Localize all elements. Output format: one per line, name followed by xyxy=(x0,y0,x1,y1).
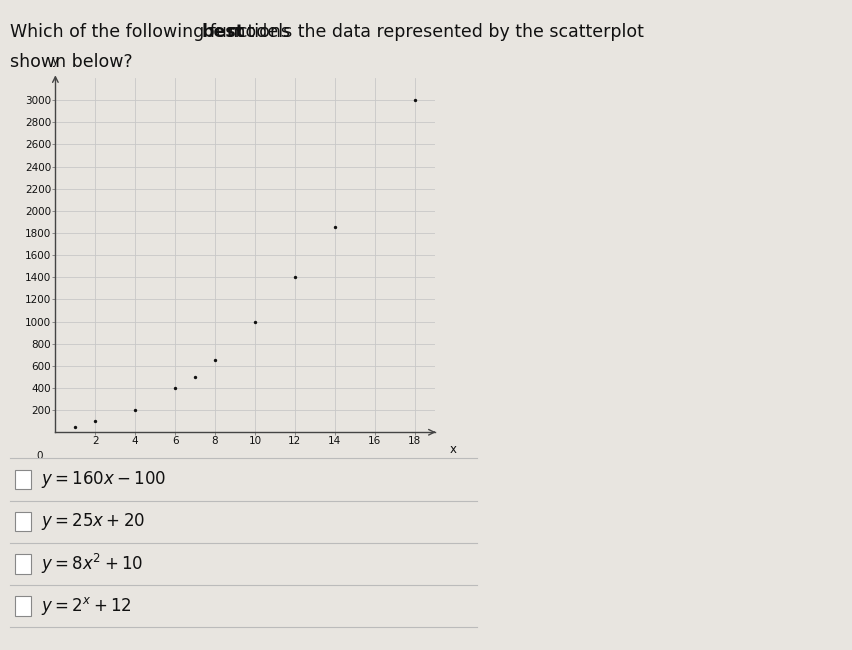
Text: Which of the following functions: Which of the following functions xyxy=(10,23,296,41)
Point xyxy=(408,95,422,105)
Point xyxy=(68,421,82,432)
Point xyxy=(169,383,182,393)
Text: x: x xyxy=(450,443,457,456)
Text: $y = 25x + 20$: $y = 25x + 20$ xyxy=(41,511,145,532)
Point xyxy=(89,416,102,426)
Text: $y = 8x^2 + 10$: $y = 8x^2 + 10$ xyxy=(41,552,143,576)
Text: $y = 2^x + 12$: $y = 2^x + 12$ xyxy=(41,595,132,617)
Text: best: best xyxy=(201,23,245,41)
Point xyxy=(188,372,202,382)
Text: shown below?: shown below? xyxy=(10,53,133,72)
Point xyxy=(208,355,222,365)
Point xyxy=(129,405,142,415)
Point xyxy=(248,317,262,327)
Point xyxy=(288,272,302,283)
Text: y: y xyxy=(52,55,59,68)
Text: $y = 160x - 100$: $y = 160x - 100$ xyxy=(41,469,166,490)
Point xyxy=(328,222,342,233)
Text: models the data represented by the scatterplot: models the data represented by the scatt… xyxy=(222,23,643,41)
Text: 0: 0 xyxy=(36,451,43,461)
